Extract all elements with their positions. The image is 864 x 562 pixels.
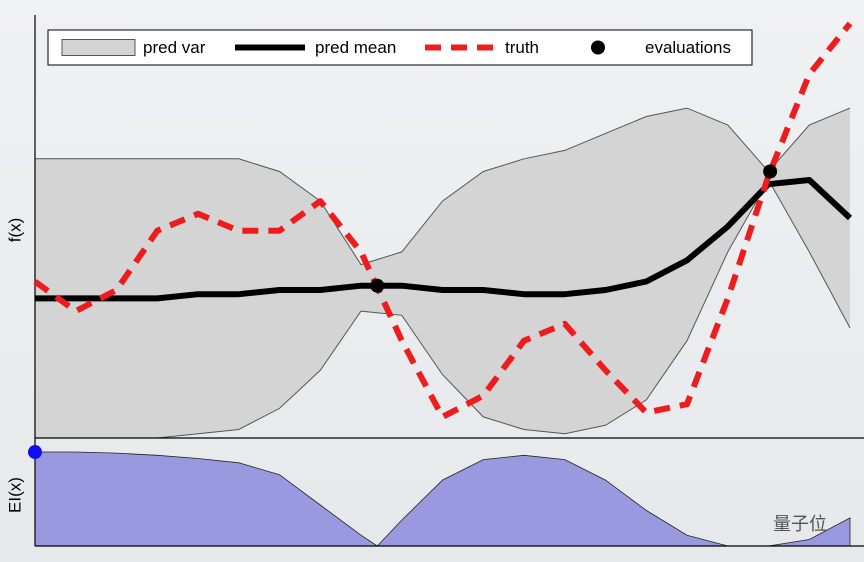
next-point <box>28 445 42 460</box>
variance-band <box>35 108 850 438</box>
legend: pred var pred mean truth evaluations <box>47 29 753 66</box>
watermark: 量子位 <box>773 514 827 534</box>
evaluation-point <box>763 164 778 179</box>
legend-label: pred var <box>143 38 206 57</box>
legend-box <box>47 29 753 66</box>
band-edge <box>35 178 851 439</box>
evaluation-point <box>370 278 385 293</box>
mean-line <box>35 177 853 302</box>
legend-swatch <box>61 39 136 56</box>
ei-area <box>34 451 851 547</box>
ei-plot <box>28 438 864 547</box>
legend-label: truth <box>505 38 539 57</box>
band-edge <box>35 107 851 266</box>
legend-swatch <box>591 40 605 55</box>
truth-line <box>33 21 853 420</box>
legend-label: pred mean <box>315 38 396 57</box>
f-plot: pred var pred mean truth evaluations <box>33 15 864 439</box>
y-axis-label: f(x) <box>5 218 24 243</box>
y-axis-label: EI(x) <box>5 477 24 513</box>
legend-label: evaluations <box>645 38 731 57</box>
